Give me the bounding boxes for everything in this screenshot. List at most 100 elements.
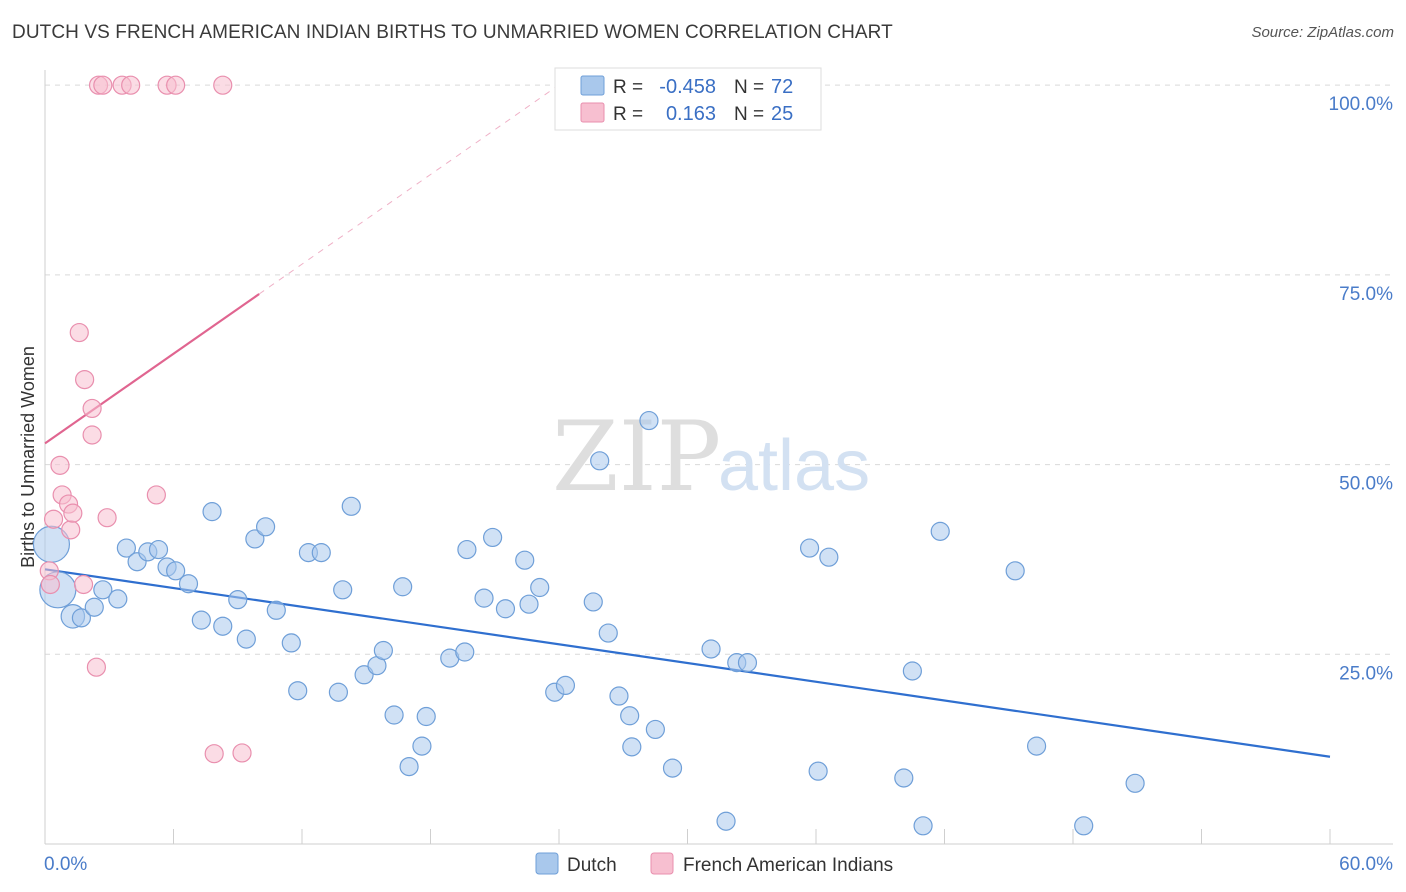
dutch-point: [228, 590, 248, 610]
dutch-point: [639, 410, 659, 431]
dutch-point: [341, 496, 361, 516]
dutch-swatch: [580, 75, 605, 96]
y-tick-label-100: 100.0%: [1329, 94, 1394, 115]
french-point: [75, 370, 95, 390]
french-point: [97, 508, 117, 528]
dutch-point: [288, 681, 308, 701]
dutch-point: [819, 547, 839, 567]
dutch-point: [328, 682, 349, 702]
french-n-value: 25: [771, 103, 793, 125]
dutch-point: [737, 653, 758, 673]
french-point: [43, 509, 64, 529]
dutch-point: [255, 517, 276, 537]
french-point: [61, 520, 81, 540]
dutch-r-value: -0.458: [659, 76, 716, 98]
dutch-point: [620, 706, 640, 726]
french-point: [50, 455, 70, 475]
dutch-point: [266, 600, 286, 620]
french-point: [73, 574, 94, 595]
legend-french-swatch: [650, 852, 674, 875]
french-point: [40, 574, 60, 595]
dutch-point: [213, 616, 233, 636]
y-tick-label-25: 25.0%: [1339, 663, 1393, 684]
axes: [44, 70, 1393, 845]
trend-line-dutch: [44, 568, 1331, 758]
dutch-point: [483, 527, 503, 548]
dutch-point: [495, 599, 516, 619]
dutch-point: [799, 538, 820, 558]
dutch-point: [148, 539, 169, 560]
dutch-point: [609, 686, 629, 706]
dutch-point: [930, 521, 950, 541]
source-label: Source: ZipAtlas.com: [1251, 24, 1394, 41]
french-r-label: R =: [613, 104, 643, 125]
french-point: [232, 743, 252, 763]
dutch-point: [71, 608, 92, 628]
french-point: [146, 485, 166, 505]
dutch-point: [373, 640, 393, 661]
dutch-point: [662, 758, 683, 778]
dutch-point: [202, 502, 222, 522]
dutch-point: [457, 539, 477, 560]
y-tick-labels: 25.0% 50.0% 75.0% 100.0%: [1329, 94, 1394, 684]
french-swatch: [580, 102, 605, 123]
dutch-point: [384, 705, 404, 725]
dutch-point: [281, 633, 301, 653]
dutch-point: [108, 589, 128, 609]
dutch-point: [236, 629, 256, 649]
french-n-label: N =: [734, 104, 764, 125]
trend-line-french: [44, 293, 260, 445]
dutch-point: [902, 661, 922, 681]
x-tick-label-max: 60.0%: [1339, 854, 1393, 875]
dutch-n-value: 72: [771, 76, 793, 98]
dutch-point: [519, 594, 539, 614]
dutch-point: [515, 550, 535, 570]
french-point: [82, 425, 102, 445]
dutch-point: [1125, 773, 1145, 793]
y-tick-label-50: 50.0%: [1339, 474, 1393, 495]
dutch-point: [645, 719, 665, 740]
chart-title: DUTCH VS FRENCH AMERICAN INDIAN BIRTHS T…: [12, 22, 893, 43]
series-legend: Dutch French American Indians: [535, 852, 893, 876]
french-point: [69, 322, 89, 343]
dutch-point: [716, 811, 736, 831]
y-axis-title: Births to Unmarried Women: [18, 346, 38, 568]
dutch-point: [555, 675, 576, 696]
dutch-point: [474, 588, 494, 608]
watermark-atlas: atlas: [718, 426, 870, 506]
dutch-point: [1074, 816, 1094, 836]
dutch-point: [530, 577, 550, 598]
y-tick-label-75: 75.0%: [1339, 284, 1393, 305]
dutch-point: [1005, 561, 1025, 581]
dutch-point: [399, 756, 419, 777]
gridlines: [45, 84, 1393, 655]
dutch-point: [622, 737, 642, 757]
dutch-point: [808, 761, 828, 781]
watermark: ZIP atlas: [552, 401, 870, 513]
dutch-point: [598, 623, 618, 643]
x-tick-label-min: 0.0%: [44, 854, 87, 875]
french-point: [213, 75, 233, 95]
french-point: [166, 75, 186, 95]
dutch-point: [412, 736, 432, 756]
dutch-point: [894, 768, 914, 788]
french-point: [86, 657, 107, 677]
dutch-point: [701, 639, 721, 659]
legend-french-label: French American Indians: [683, 855, 893, 876]
dutch-r-label: R =: [613, 77, 643, 98]
dutch-point: [93, 580, 113, 600]
dutch-point: [583, 592, 603, 612]
french-point: [121, 75, 141, 95]
stats-legend: R = -0.458 N = 72 R = 0.163 N = 25: [554, 67, 822, 131]
dutch-point: [311, 543, 331, 563]
watermark-zip: ZIP: [552, 401, 721, 513]
dutch-point: [84, 597, 104, 617]
dutch-point: [393, 577, 413, 597]
french-point: [63, 503, 83, 523]
dutch-point: [166, 561, 186, 581]
legend-dutch-swatch: [535, 852, 559, 875]
dutch-point: [333, 580, 353, 600]
dutch-point: [1026, 736, 1047, 756]
dutch-point: [191, 610, 211, 630]
